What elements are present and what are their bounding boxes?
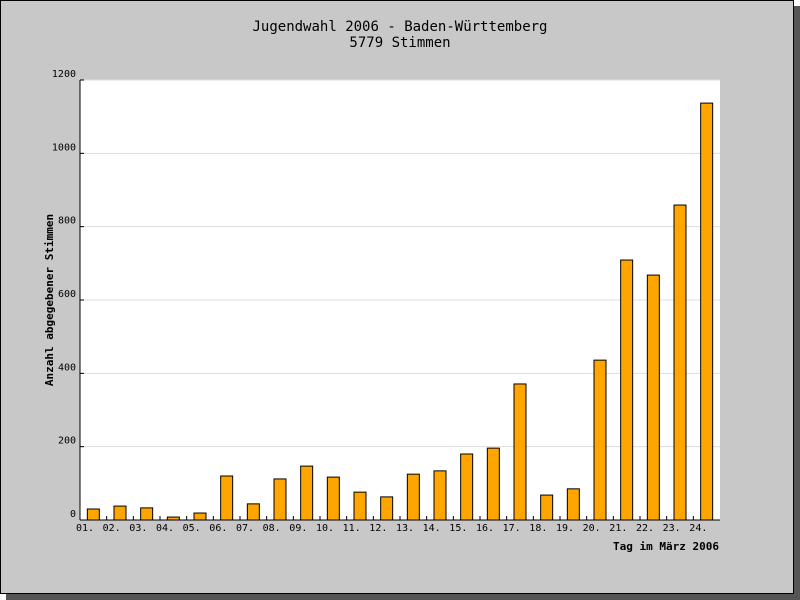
y-tick-label: 800 [58, 216, 76, 227]
x-tick-label: 08. [263, 523, 281, 534]
y-tick-label: 1200 [52, 69, 76, 80]
chart-subtitle: 5779 Stimmen [349, 35, 450, 51]
x-tick-label: 20. [583, 523, 601, 534]
bar [140, 507, 154, 521]
x-tick-label: 17. [503, 523, 521, 534]
x-tick-label: 04. [156, 523, 174, 534]
bar [326, 476, 340, 521]
y-axis-title: Anzahl abgegebener Stimmen [43, 214, 56, 386]
bar [246, 503, 260, 521]
x-tick-label: 07. [236, 523, 254, 534]
chart-title: Jugendwahl 2006 - Baden-Württemberg [252, 19, 547, 35]
bar [593, 359, 607, 521]
x-tick-label: 02. [103, 523, 121, 534]
x-tick-label: 09. [289, 523, 307, 534]
bar [273, 478, 287, 521]
y-tick-label: 200 [58, 436, 76, 447]
x-tick-label: 24. [689, 523, 707, 534]
x-axis-title: Tag im März 2006 [613, 540, 719, 553]
x-tick-label: 22. [636, 523, 654, 534]
bar [86, 508, 100, 521]
x-tick-label: 11. [343, 523, 361, 534]
y-tick-label: 0 [70, 509, 76, 520]
x-tick-label: 13. [396, 523, 414, 534]
bar [113, 505, 127, 521]
bar [673, 204, 687, 521]
bar [166, 516, 180, 521]
y-tick-label: 400 [58, 362, 76, 373]
x-tick-label: 12. [369, 523, 387, 534]
x-tick-label: 06. [209, 523, 227, 534]
x-tick-label: 21. [609, 523, 627, 534]
x-tick-label: 23. [663, 523, 681, 534]
x-tick-label: 15. [449, 523, 467, 534]
bar [540, 494, 554, 521]
x-tick-label: 01. [76, 523, 94, 534]
bar [513, 383, 527, 521]
x-tick-label: 18. [529, 523, 547, 534]
x-tick-label: 10. [316, 523, 334, 534]
bar [406, 473, 420, 521]
x-tick-label: 03. [129, 523, 147, 534]
x-tick-label: 19. [556, 523, 574, 534]
y-tick-label: 1000 [52, 142, 76, 153]
x-tick-label: 14. [423, 523, 441, 534]
bar [700, 102, 714, 521]
bar [353, 491, 367, 521]
bar [433, 470, 447, 521]
x-tick-label: 16. [476, 523, 494, 534]
bar [460, 453, 474, 521]
bar [380, 496, 394, 521]
bar [620, 259, 634, 521]
bar [646, 274, 660, 521]
bar [486, 447, 500, 521]
x-tick-label: 05. [183, 523, 201, 534]
bar [566, 488, 580, 521]
bar [220, 475, 234, 521]
bar [300, 465, 314, 521]
y-tick-label: 600 [58, 289, 76, 300]
bar [193, 512, 207, 521]
